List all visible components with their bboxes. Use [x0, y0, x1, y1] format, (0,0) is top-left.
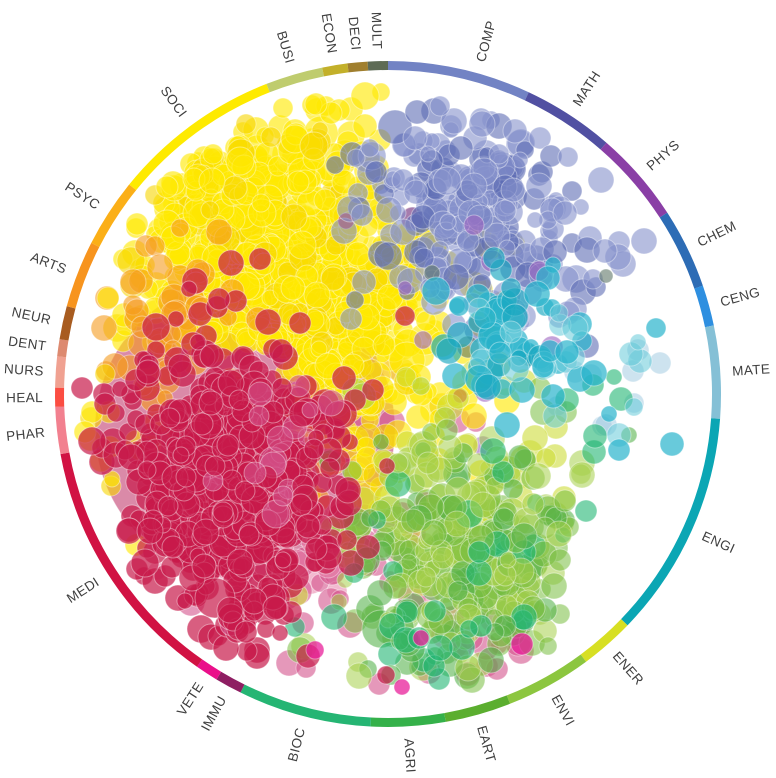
svg-text:VETE: VETE [174, 679, 207, 718]
svg-text:NURS: NURS [4, 361, 45, 379]
svg-text:PSYC: PSYC [62, 179, 102, 212]
svg-text:BIOC: BIOC [285, 726, 308, 763]
svg-text:SOCI: SOCI [158, 83, 191, 120]
svg-text:MEDI: MEDI [64, 574, 102, 606]
svg-text:ENER: ENER [610, 649, 647, 688]
svg-text:CENG: CENG [719, 284, 762, 309]
svg-text:ARTS: ARTS [29, 249, 69, 276]
svg-text:IMMU: IMMU [198, 693, 229, 733]
svg-text:PHYS: PHYS [644, 137, 683, 173]
svg-text:HEAL: HEAL [6, 390, 43, 405]
svg-text:EART: EART [474, 724, 499, 764]
svg-text:COMP: COMP [473, 19, 499, 64]
svg-text:MULT: MULT [369, 12, 385, 50]
svg-text:ENGI: ENGI [700, 528, 738, 556]
svg-text:MATE: MATE [732, 361, 771, 378]
svg-text:DENT: DENT [7, 333, 47, 353]
svg-text:DECI: DECI [346, 16, 364, 51]
svg-text:ENVI: ENVI [549, 692, 578, 728]
svg-text:AGRI: AGRI [401, 738, 418, 773]
svg-text:ECON: ECON [319, 12, 340, 54]
svg-text:NEUR: NEUR [10, 304, 52, 327]
svg-text:PHAR: PHAR [5, 425, 46, 444]
svg-text:BUSI: BUSI [274, 29, 298, 65]
svg-text:MATH: MATH [570, 68, 604, 109]
svg-text:CHEM: CHEM [695, 218, 739, 250]
